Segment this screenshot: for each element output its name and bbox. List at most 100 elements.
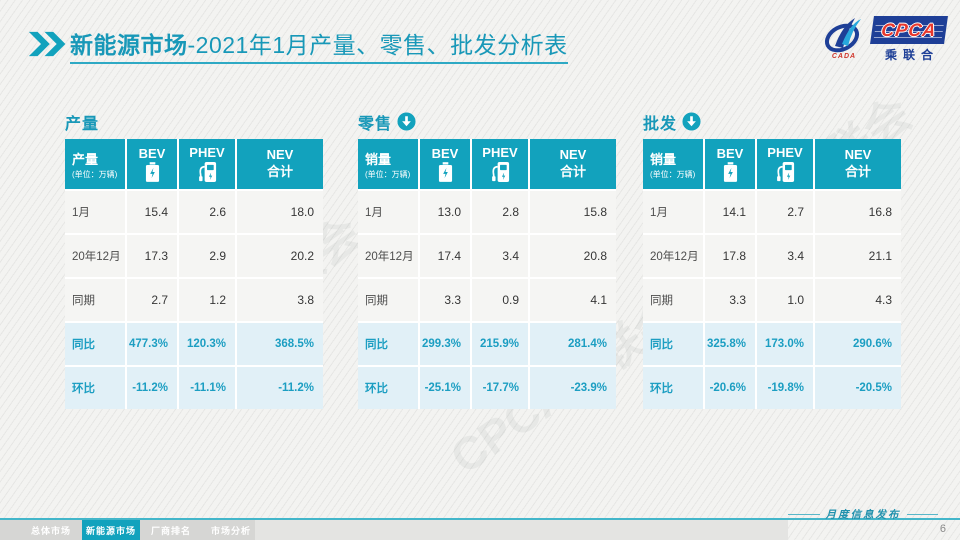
cell-value: 2.9 bbox=[179, 235, 235, 277]
header-cell-bev: BEV bbox=[127, 139, 177, 189]
cpca-badge: CPCA bbox=[870, 16, 948, 44]
row-label: 20年12月 bbox=[65, 235, 125, 277]
cell-value: -20.6% bbox=[705, 367, 755, 409]
cell-value: -11.1% bbox=[179, 367, 235, 409]
row-label: 同比 bbox=[65, 323, 125, 365]
cell-value: 14.1 bbox=[705, 191, 755, 233]
footer: 月度信息发布 bbox=[788, 507, 938, 522]
production-section-header: 产量 bbox=[65, 109, 323, 134]
tab-nev-market[interactable]: 新能源市场 bbox=[82, 520, 140, 540]
unit-label: (单位：万辆) bbox=[650, 169, 696, 179]
section-title: 零售 bbox=[358, 115, 393, 133]
bottom-accent-line bbox=[0, 518, 960, 520]
cell-value: 3.4 bbox=[757, 235, 813, 277]
section-title: 产量 bbox=[65, 115, 100, 133]
cpca-logo: CADA CPCA 乘联合 bbox=[821, 16, 948, 63]
cell-value: 368.5% bbox=[237, 323, 323, 365]
metric-label: 产量 bbox=[72, 151, 99, 167]
bev-label: BEV bbox=[138, 145, 166, 161]
footer-rule-left bbox=[788, 514, 820, 515]
cada-emblem-icon: CADA bbox=[821, 16, 867, 60]
cada-label: CADA bbox=[831, 53, 857, 60]
header-cell-nev: NEV 合计 bbox=[237, 139, 323, 189]
row-label: 同期 bbox=[358, 279, 418, 321]
cell-value: 15.4 bbox=[127, 191, 177, 233]
cell-value: 20.2 bbox=[237, 235, 323, 277]
row-label: 20年12月 bbox=[643, 235, 703, 277]
row-label: 环比 bbox=[358, 367, 418, 409]
cell-value: -20.5% bbox=[815, 367, 901, 409]
wholesale-table: 销量 (单位：万辆) BEV PHEV NEV 合计 1月 14.1 2.7 1… bbox=[643, 139, 901, 409]
cell-value: -17.7% bbox=[472, 367, 528, 409]
tab-oem-ranking[interactable]: 厂商排名 bbox=[150, 525, 191, 536]
production-section: 产量 产量 (单位：万辆) BEV PHEV NEV 合计 1月 15.4 2.… bbox=[65, 109, 323, 409]
page-number: 6 bbox=[939, 523, 946, 535]
cell-value: 20.8 bbox=[530, 235, 616, 277]
header-cell-metric: 产量 (单位：万辆) bbox=[65, 139, 125, 189]
charger-icon bbox=[197, 161, 218, 183]
nev-label-line2: 合计 bbox=[844, 164, 871, 179]
nev-label-line2: 合计 bbox=[559, 164, 586, 179]
cell-value: 17.4 bbox=[420, 235, 470, 277]
nev-label-line1: NEV bbox=[559, 147, 587, 163]
cell-value: 0.9 bbox=[472, 279, 528, 321]
header-cell-phev: PHEV bbox=[472, 139, 528, 189]
page-title-bold: 新能源市场 bbox=[70, 32, 188, 58]
cell-value: 3.3 bbox=[705, 279, 755, 321]
cell-value: -11.2% bbox=[237, 367, 323, 409]
section-title: 批发 bbox=[643, 115, 678, 133]
cell-value: 2.7 bbox=[127, 279, 177, 321]
battery-icon bbox=[723, 161, 738, 183]
cell-value: 3.8 bbox=[237, 279, 323, 321]
nev-label-line1: NEV bbox=[266, 147, 294, 163]
cell-value: 1.2 bbox=[179, 279, 235, 321]
row-label: 20年12月 bbox=[358, 235, 418, 277]
charger-icon bbox=[490, 161, 511, 183]
cell-value: -25.1% bbox=[420, 367, 470, 409]
unit-label: (单位：万辆) bbox=[365, 169, 411, 179]
bev-label: BEV bbox=[716, 145, 744, 161]
header-cell-metric: 销量 (单位：万辆) bbox=[643, 139, 703, 189]
row-label: 环比 bbox=[643, 367, 703, 409]
retail-section-header: 零售 bbox=[358, 109, 616, 134]
header-cell-phev: PHEV bbox=[757, 139, 813, 189]
metric-label: 销量 bbox=[365, 151, 392, 167]
cell-value: 299.3% bbox=[420, 323, 470, 365]
bev-label: BEV bbox=[431, 145, 459, 161]
page-title-rest: -2021年1月产量、零售、批发分析表 bbox=[187, 32, 568, 58]
row-label: 环比 bbox=[65, 367, 125, 409]
cell-value: 1.0 bbox=[757, 279, 813, 321]
tab-overall-market[interactable]: 总体市场 bbox=[30, 525, 71, 536]
cell-value: 281.4% bbox=[530, 323, 616, 365]
cell-value: 2.6 bbox=[179, 191, 235, 233]
nev-label-line1: NEV bbox=[844, 147, 872, 163]
cell-value: -19.8% bbox=[757, 367, 813, 409]
metric-label: 销量 bbox=[650, 151, 677, 167]
cell-value: 16.8 bbox=[815, 191, 901, 233]
cell-value: 2.7 bbox=[757, 191, 813, 233]
cell-value: 13.0 bbox=[420, 191, 470, 233]
header-cell-nev: NEV 合计 bbox=[530, 139, 616, 189]
cell-value: 120.3% bbox=[179, 323, 235, 365]
cpca-label: CPCA bbox=[880, 19, 938, 40]
battery-icon bbox=[145, 161, 160, 183]
bottom-nav: 总体市场 新能源市场 厂商排名 市场分析 bbox=[0, 520, 788, 540]
cell-value: 17.8 bbox=[705, 235, 755, 277]
production-table: 产量 (单位：万辆) BEV PHEV NEV 合计 1月 15.4 2.6 1… bbox=[65, 139, 323, 409]
row-label: 1月 bbox=[65, 191, 125, 233]
charger-icon bbox=[775, 161, 796, 183]
cell-value: 3.4 bbox=[472, 235, 528, 277]
wholesale-section-header: 批发 bbox=[643, 109, 901, 134]
header-cell-bev: BEV bbox=[705, 139, 755, 189]
phev-label: PHEV bbox=[482, 145, 518, 160]
tab-market-analysis[interactable]: 市场分析 bbox=[210, 525, 251, 536]
row-label: 同比 bbox=[643, 323, 703, 365]
cpca-chinese-label: 乘联合 bbox=[884, 48, 939, 62]
cell-value: 325.8% bbox=[705, 323, 755, 365]
retail-section: 零售 销量 (单位：万辆) BEV PHEV NEV 合计 1月 13.0 2.… bbox=[358, 109, 616, 409]
cell-value: -23.9% bbox=[530, 367, 616, 409]
cell-value: -11.2% bbox=[127, 367, 177, 409]
footer-label: 月度信息发布 bbox=[825, 510, 901, 521]
cell-value: 17.3 bbox=[127, 235, 177, 277]
